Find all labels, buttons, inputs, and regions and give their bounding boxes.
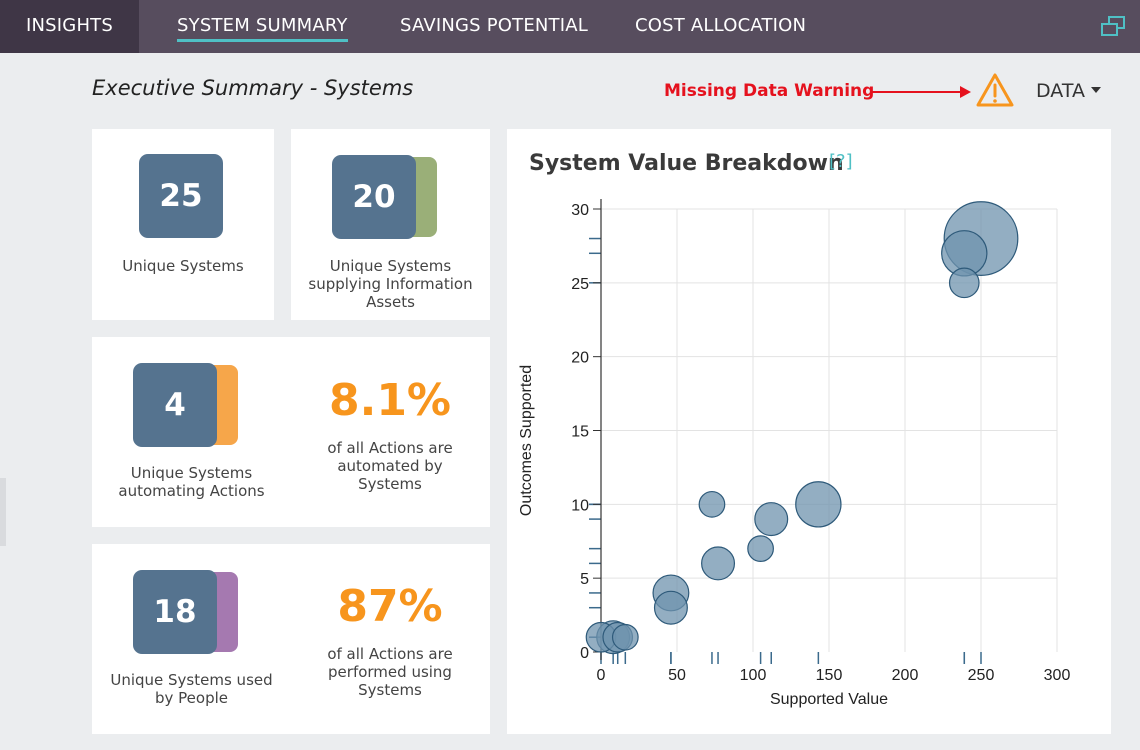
automating-card: 4 Unique Systems automating Actions 8.1%… [92, 337, 490, 527]
automating-percent-caption: of all Actions are automated by Systems [327, 439, 453, 493]
unique-systems-count: 25 [139, 154, 223, 238]
warning-triangle-icon[interactable] [976, 72, 1014, 108]
arrow-right-icon [870, 86, 971, 98]
y-tick-label: 25 [571, 276, 589, 293]
info-assets-caption: Unique Systems supplying Information Ass… [308, 257, 473, 311]
x-tick-label: 50 [668, 667, 686, 684]
y-tick-label: 5 [580, 571, 589, 588]
x-tick-label: 0 [597, 667, 606, 684]
people-percent-caption: of all Actions are performed using Syste… [327, 645, 453, 699]
x-tick-label: 150 [816, 667, 843, 684]
y-tick-label: 20 [571, 350, 589, 367]
system-value-breakdown-card: System Value Breakdown [?] 0 50 100 150 200 2… [507, 129, 1111, 734]
x-axis-label: Supported Value [770, 691, 888, 708]
bubble-chart: 0 50 100 150 200 250 300 0 5 10 15 20 25 30 Supported… [518, 199, 1070, 708]
tab-savings-potential[interactable]: SAVINGS POTENTIAL [400, 15, 589, 36]
bubble-point [948, 267, 980, 299]
x-tick-label: 300 [1044, 667, 1071, 684]
automating-count: 4 [133, 363, 217, 447]
y-tick-label: 15 [571, 424, 589, 441]
missing-data-warning-label: Missing Data Warning [664, 81, 875, 101]
data-dropdown-label: DATA [1036, 80, 1085, 102]
caret-down-icon [1090, 86, 1101, 93]
bubble-point [754, 502, 789, 537]
chart-help-link[interactable]: [?] [829, 151, 853, 172]
chart-title: System Value Breakdown [529, 151, 844, 176]
people-caption: Unique Systems used by People [110, 671, 273, 707]
people-card: 18 Unique Systems used by People 87% of … [92, 544, 490, 734]
y-tick-label: 10 [571, 497, 589, 514]
y-axis-label: Outcomes Supported [518, 365, 535, 516]
page-title: Executive Summary - Systems [92, 76, 414, 100]
info-assets-card: 20 Unique Systems supplying Information … [291, 129, 490, 320]
automating-caption: Unique Systems automating Actions [118, 464, 265, 500]
top-nav-bar: INSIGHTS SYSTEM SUMMARY SAVINGS POTENTIA… [0, 0, 1140, 53]
y-tick-label: 0 [580, 645, 589, 662]
people-count: 18 [133, 570, 217, 654]
chart-rug [589, 237, 982, 664]
automating-percent: 8.1% [328, 375, 452, 426]
tab-system-summary[interactable]: SYSTEM SUMMARY [177, 0, 348, 53]
bubble-point [611, 623, 639, 651]
info-assets-count: 20 [332, 155, 416, 239]
data-dropdown[interactable]: DATA [1036, 80, 1101, 102]
bubble-point [653, 590, 688, 625]
tab-cost-allocation[interactable]: COST ALLOCATION [635, 15, 807, 36]
unique-systems-caption: Unique Systems [122, 257, 244, 275]
unique-systems-card: 25 Unique Systems [92, 129, 274, 320]
bubble-point [698, 490, 726, 518]
x-tick-label: 100 [740, 667, 767, 684]
chart-bubbles [585, 201, 1019, 655]
chart-axes: 0 50 100 150 200 250 300 0 5 10 15 20 25 30 [571, 199, 1070, 684]
popout-window-icon[interactable] [1100, 15, 1126, 37]
x-tick-label: 250 [968, 667, 995, 684]
x-tick-label: 200 [892, 667, 919, 684]
bubble-point [795, 481, 842, 528]
tab-insights[interactable]: INSIGHTS [0, 0, 139, 53]
people-percent: 87% [337, 581, 443, 632]
side-panel-handle[interactable] [0, 478, 6, 546]
bubble-point [701, 546, 736, 581]
tab-system-summary-label: SYSTEM SUMMARY [177, 15, 348, 42]
y-tick-label: 30 [571, 202, 589, 219]
bubble-point [747, 535, 774, 563]
